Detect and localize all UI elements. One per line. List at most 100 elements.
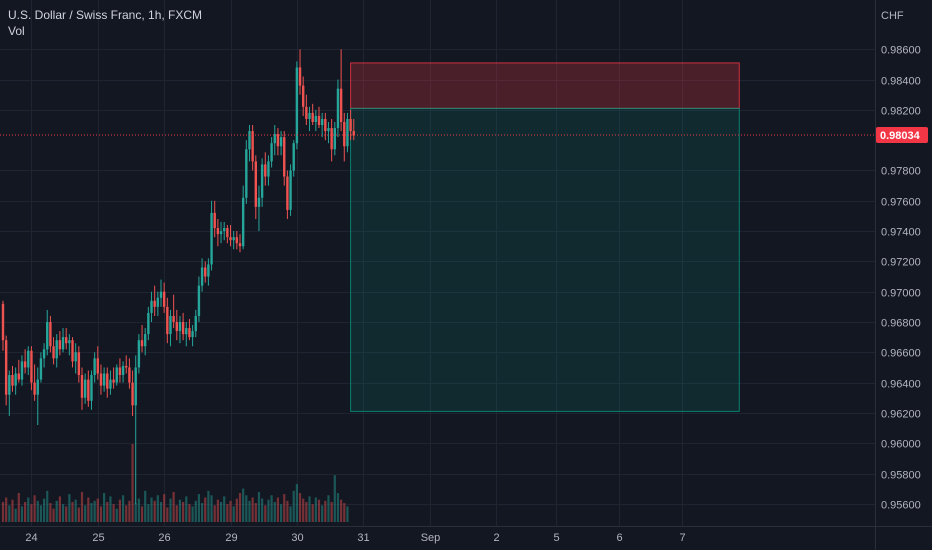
candle-body bbox=[336, 88, 340, 129]
candle-body bbox=[55, 340, 58, 359]
volume-bar bbox=[194, 500, 197, 522]
candle-body bbox=[118, 367, 122, 376]
candle-body bbox=[264, 164, 267, 177]
volume-bar bbox=[93, 500, 96, 522]
volume-bar bbox=[1, 501, 5, 522]
volume-bar bbox=[188, 504, 191, 522]
candle-body bbox=[223, 228, 226, 232]
candle-body bbox=[267, 161, 270, 177]
take-profit-zone bbox=[350, 107, 740, 412]
candle-body bbox=[188, 328, 191, 338]
candle-body bbox=[156, 297, 160, 307]
candle-body bbox=[289, 170, 292, 210]
candle-body bbox=[213, 212, 216, 229]
price-tick-label: 0.97400 bbox=[881, 227, 921, 239]
volume-bar bbox=[99, 506, 103, 522]
volume-bar bbox=[65, 506, 68, 522]
time-axis[interactable]: 24 25 26 29 30 31 Sep 2 5 6 7 bbox=[25, 532, 685, 544]
candle-body bbox=[58, 340, 62, 350]
candle-body bbox=[33, 382, 36, 395]
candle-body bbox=[305, 106, 308, 119]
candle-body bbox=[90, 375, 93, 401]
price-axis[interactable]: 0.95600 0.95800 0.96000 0.96200 0.96400 0.966… bbox=[881, 45, 921, 512]
symbol-title[interactable]: U.S. Dollar / Swiss Franc, 1h, FXCM bbox=[8, 8, 203, 22]
risk-reward-position[interactable] bbox=[350, 62, 740, 412]
volume-bar bbox=[39, 505, 43, 522]
volume-bar bbox=[197, 494, 201, 522]
volume-bar bbox=[20, 506, 24, 522]
volume-bar bbox=[131, 444, 134, 522]
candle-body bbox=[330, 128, 333, 150]
candle-body bbox=[99, 373, 103, 386]
candle-body bbox=[279, 137, 283, 147]
volume-bar bbox=[298, 493, 302, 522]
candle-body bbox=[121, 365, 125, 376]
volume-bar bbox=[137, 498, 140, 522]
volume-bar bbox=[11, 499, 14, 522]
volume-bar bbox=[317, 499, 321, 522]
candle-body bbox=[137, 340, 141, 368]
volume-bar bbox=[36, 500, 39, 522]
candle-body bbox=[4, 340, 8, 395]
candle-body bbox=[125, 365, 128, 368]
volume-bar bbox=[49, 503, 52, 522]
volume-bar bbox=[80, 491, 84, 522]
candle-body bbox=[349, 118, 352, 132]
candle-body bbox=[251, 131, 254, 162]
price-tick-label: 0.96800 bbox=[881, 318, 921, 330]
candle-body bbox=[210, 212, 213, 265]
volume-bar bbox=[343, 503, 346, 522]
volume-bar bbox=[273, 501, 276, 522]
candle-body bbox=[109, 379, 112, 389]
candle-body bbox=[128, 367, 131, 383]
candle-body bbox=[144, 334, 147, 347]
candle-body bbox=[87, 379, 90, 401]
volume-bar bbox=[8, 505, 11, 522]
candle-body bbox=[200, 267, 204, 286]
volume-bar bbox=[216, 499, 219, 522]
volume-bar bbox=[257, 491, 261, 522]
volume-bar bbox=[42, 498, 46, 522]
candle-body bbox=[175, 322, 178, 332]
volume-bar bbox=[144, 490, 147, 522]
chart-legend[interactable]: U.S. Dollar / Swiss Franc, 1h, FXCM Vol bbox=[8, 7, 202, 39]
time-tick-label: 24 bbox=[25, 532, 37, 544]
price-tick-label: 0.98400 bbox=[881, 76, 921, 88]
volume-bar bbox=[68, 494, 71, 522]
current-price-label: 0.98034 bbox=[880, 130, 921, 142]
volume-bar bbox=[169, 498, 172, 522]
volume-bar bbox=[153, 500, 156, 522]
time-tick-label: 7 bbox=[679, 532, 685, 544]
time-tick-label: 30 bbox=[291, 532, 303, 544]
candle-body bbox=[229, 237, 232, 241]
volume-bar bbox=[77, 507, 80, 522]
volume-bars bbox=[1, 444, 349, 522]
candle-body bbox=[311, 112, 314, 122]
volume-bar bbox=[58, 496, 61, 522]
candle-body bbox=[30, 350, 33, 383]
volume-bar bbox=[90, 503, 93, 522]
candle-body bbox=[153, 300, 156, 307]
volume-bar bbox=[134, 503, 137, 522]
candle-body bbox=[93, 358, 96, 376]
candle-body bbox=[339, 88, 343, 122]
volume-indicator-label[interactable]: Vol bbox=[8, 24, 25, 38]
price-tick-label: 0.96200 bbox=[881, 409, 921, 421]
volume-bar bbox=[14, 508, 17, 522]
candle-body bbox=[169, 315, 172, 335]
time-tick-label: 31 bbox=[357, 532, 369, 544]
time-tick-label: 29 bbox=[225, 532, 237, 544]
candle-body bbox=[352, 131, 355, 136]
candle-body bbox=[207, 264, 210, 277]
volume-bar bbox=[156, 495, 159, 522]
candle-body bbox=[83, 379, 87, 398]
volume-bar bbox=[324, 500, 327, 522]
time-tick-label: 6 bbox=[616, 532, 622, 544]
volume-bar bbox=[286, 500, 289, 522]
volume-bar bbox=[276, 497, 280, 522]
currency-label: CHF bbox=[881, 10, 904, 22]
volume-bar bbox=[213, 505, 216, 522]
candle-body bbox=[159, 291, 163, 298]
volume-bar bbox=[33, 495, 36, 522]
